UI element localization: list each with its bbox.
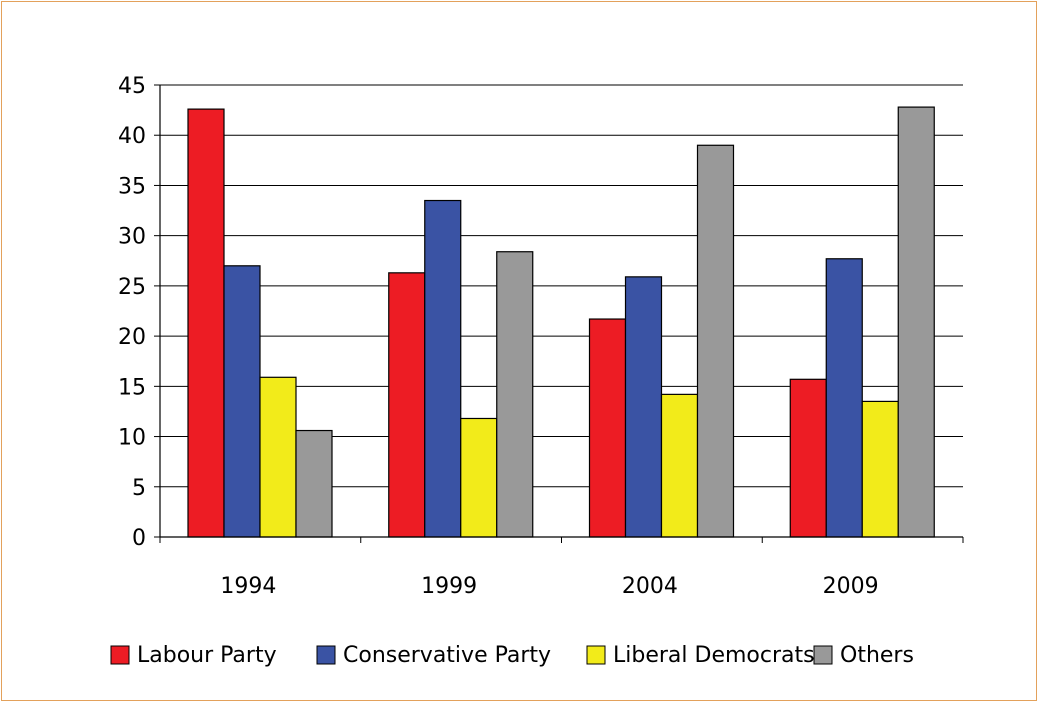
- x-tick-labels: 1994 1999 2004 2009: [220, 574, 878, 599]
- y-tick-label: 20: [118, 325, 146, 350]
- bar: [424, 199, 462, 538]
- bar: [388, 272, 426, 538]
- y-tick-label: 0: [132, 526, 146, 551]
- bar: [496, 251, 534, 538]
- bar: [660, 393, 699, 538]
- y-tick-label: 15: [118, 375, 146, 400]
- y-tick-label: 35: [118, 174, 146, 199]
- x-tick-label: 2009: [823, 574, 879, 599]
- legend-swatch: [813, 645, 833, 665]
- y-tick-label: 25: [118, 275, 146, 300]
- axes: [154, 84, 964, 543]
- legend-swatch: [110, 645, 130, 665]
- legend-item: Labour Party: [110, 643, 277, 668]
- bar: [187, 108, 225, 538]
- bar: [696, 144, 735, 538]
- y-tick-label: 45: [118, 74, 146, 99]
- bar: [789, 378, 827, 538]
- bar: [295, 429, 333, 538]
- legend-item: Liberal Democrats: [586, 643, 815, 668]
- y-tick-label: 5: [132, 476, 146, 501]
- y-tick-label: 10: [118, 426, 146, 451]
- bar: [861, 400, 899, 538]
- bar: [897, 106, 935, 538]
- legend-label: Labour Party: [137, 643, 277, 668]
- bars: [187, 106, 935, 538]
- legend: Labour Party Conservative Party Liberal De…: [110, 643, 914, 668]
- bar: [460, 417, 498, 538]
- legend-item: Others: [813, 643, 914, 668]
- x-tick-label: 1994: [220, 574, 276, 599]
- y-tick-label: 30: [118, 225, 146, 250]
- legend-label: Conservative Party: [343, 643, 551, 668]
- bar: [588, 318, 627, 538]
- legend-label: Liberal Democrats: [613, 643, 815, 668]
- bar: [825, 258, 863, 538]
- legend-item: Conservative Party: [316, 643, 551, 668]
- bar: [624, 276, 663, 538]
- legend-swatch: [586, 645, 606, 665]
- bar: [223, 265, 261, 538]
- legend-label: Others: [840, 643, 914, 668]
- x-tick-label: 1999: [421, 574, 477, 599]
- x-tick-label: 2004: [622, 574, 678, 599]
- legend-swatch: [316, 645, 336, 665]
- bar: [259, 376, 297, 538]
- y-tick-label: 40: [118, 124, 146, 149]
- y-tick-labels: 0 5 10 15 20 25 30 35 40 45: [118, 74, 146, 551]
